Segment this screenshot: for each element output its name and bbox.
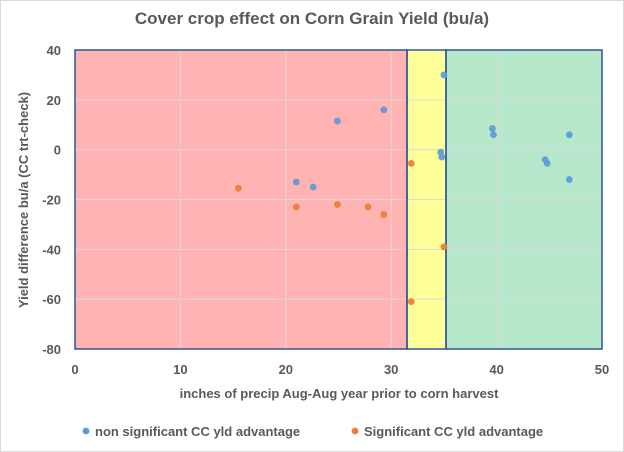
significant-point — [407, 159, 415, 167]
green-zone-border — [445, 49, 603, 350]
legend-marker — [351, 427, 359, 435]
nonsignificant-point — [292, 178, 300, 186]
significant-point — [292, 203, 300, 211]
x-tick-label: 20 — [279, 362, 293, 377]
nonsignificant-point — [438, 153, 446, 161]
y-tick-label: -80 — [42, 342, 61, 357]
significant-point — [364, 203, 372, 211]
legend-label: Significant CC yld advantage — [364, 424, 543, 439]
nonsignificant-point — [334, 117, 341, 125]
nonsignificant-point — [309, 183, 317, 191]
x-tick-label: 30 — [384, 362, 398, 377]
x-tick-label: 40 — [489, 362, 503, 377]
nonsignificant-point — [543, 159, 551, 167]
nonsignificant-point — [380, 106, 388, 114]
x-tick-label: 0 — [71, 362, 78, 377]
y-tick-label: 20 — [47, 93, 61, 108]
x-tick-label: 10 — [173, 362, 187, 377]
nonsignificant-point — [488, 125, 496, 132]
y-tick-label: -20 — [42, 193, 61, 208]
nonsignificant-point — [440, 71, 448, 79]
y-tick-label: 0 — [54, 143, 61, 158]
chart-title: Cover crop effect on Corn Grain Yield (b… — [135, 9, 489, 28]
significant-point — [380, 211, 388, 218]
nonsignificant-point — [565, 131, 573, 139]
x-tick-label: 50 — [595, 362, 609, 377]
significant-point — [334, 201, 341, 208]
legend-marker — [82, 427, 90, 435]
nonsignificant-point — [565, 176, 573, 183]
significant-point — [234, 184, 242, 192]
y-axis-label: Yield difference bu/a (CC trt-check) — [16, 92, 31, 308]
y-tick-label: 40 — [47, 43, 61, 58]
x-axis-label: inches of precip Aug-Aug year prior to c… — [180, 386, 499, 401]
y-tick-label: -40 — [42, 242, 61, 257]
significant-point — [440, 243, 448, 251]
nonsignificant-point — [490, 131, 497, 139]
legend-item: non significant CC yld advantage — [82, 424, 300, 439]
significant-point — [407, 298, 415, 306]
legend-label: non significant CC yld advantage — [95, 424, 300, 439]
y-tick-label: -60 — [42, 292, 61, 307]
legend-item: Significant CC yld advantage — [351, 424, 543, 439]
